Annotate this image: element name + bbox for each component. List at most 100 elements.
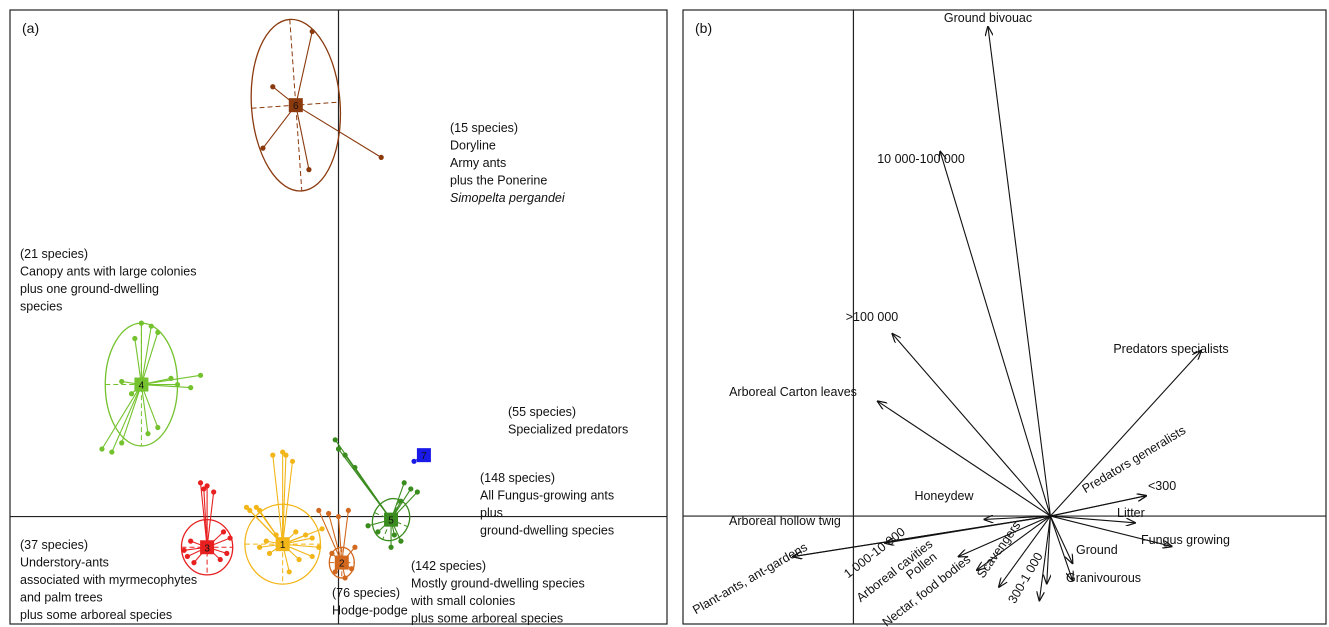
cluster-centroid [134, 377, 149, 392]
cluster-centroid [334, 555, 349, 570]
arrow-label: Arboreal hollow twig [729, 514, 841, 528]
data-point [309, 28, 315, 35]
arrow-line [1049, 515, 1072, 563]
data-point [332, 569, 338, 575]
data-point [352, 464, 358, 471]
data-point [286, 569, 292, 575]
data-point [342, 452, 348, 458]
data-point [191, 560, 197, 566]
arrow-line [1047, 516, 1051, 583]
data-point [335, 446, 342, 452]
cluster-5: 5 [332, 437, 420, 550]
cluster-annotation-line: (148 species) [480, 471, 555, 485]
cluster-6: 6 [250, 18, 384, 192]
cluster-link [354, 467, 392, 520]
data-point [375, 529, 381, 535]
data-point [188, 538, 194, 544]
cluster-link [272, 455, 284, 545]
data-point [247, 507, 253, 514]
cluster-annotation-line: Hodge-podge [332, 604, 408, 618]
cluster-annotation-line: Canopy ants with large colonies [20, 265, 197, 279]
data-point [197, 480, 204, 486]
cluster-link [140, 384, 159, 428]
data-point [270, 452, 276, 458]
arrow-line [988, 27, 1051, 517]
data-point [174, 381, 181, 388]
cluster-link [282, 461, 294, 545]
cluster-7: 7 [411, 448, 431, 464]
cluster-annotation-line: Doryline [450, 139, 496, 153]
arrow-label: <300 [1148, 479, 1176, 493]
cluster-link [101, 384, 142, 450]
loading-arrow: Granivourous [1049, 515, 1141, 585]
data-point [273, 532, 279, 538]
data-point [316, 544, 322, 550]
loading-arrow: >100 000 [846, 310, 1051, 517]
data-point [316, 507, 322, 514]
data-point [414, 489, 420, 495]
data-point [309, 553, 315, 560]
panel-a: (a) 1 2 3 4 5 6 7 (76 species) Hodge-podge (142 … [9, 9, 668, 626]
cluster-annotation-line: associated with myrmecophytes [20, 573, 197, 587]
cluster-annotation-line: All Fungus-growing ants [480, 489, 614, 503]
cluster-link [282, 455, 287, 545]
data-point [188, 385, 194, 391]
loading-arrow: Litter [1050, 506, 1145, 523]
arrow-label: Arboreal Carton leaves [729, 385, 857, 399]
data-point [411, 458, 417, 464]
data-point [181, 547, 187, 553]
cluster-2: 2 [316, 507, 358, 581]
arrow-line [984, 516, 1051, 519]
cluster-link [140, 326, 152, 385]
arrow-line [878, 401, 1051, 517]
loading-arrow: Ground [1049, 515, 1118, 563]
arrow-label: Ground [1076, 543, 1118, 557]
data-point [408, 486, 414, 492]
loading-arrow: <300 [1050, 479, 1176, 517]
loading-arrow: Predators specialists [1050, 342, 1229, 517]
cluster-number: 1 [280, 540, 286, 551]
cluster-centroid [200, 540, 215, 555]
data-point [155, 424, 161, 431]
cluster-3: 3 [180, 480, 234, 576]
data-point [365, 523, 371, 529]
arrow-line [940, 152, 1051, 517]
cluster-annotation-line: and palm trees [20, 591, 103, 605]
data-point [326, 510, 332, 517]
arrow-line [1039, 515, 1051, 600]
cluster-annotation-line: plus one ground-dwelling [20, 282, 159, 296]
arrow-label: Ground bivouac [944, 11, 1032, 25]
loading-arrow: Arboreal Carton leaves [729, 385, 1051, 517]
cluster-link [328, 513, 343, 563]
data-point [257, 507, 263, 514]
cluster-link [134, 338, 142, 385]
data-point [197, 372, 204, 378]
cluster-annotation-line: ground-dwelling species [480, 524, 614, 538]
data-point [398, 498, 404, 504]
data-point [224, 550, 230, 556]
data-point [329, 550, 335, 556]
cluster-link [140, 332, 159, 385]
cluster-link [141, 383, 191, 389]
cluster-annotation-line: plus [480, 506, 503, 520]
ellipse-axis-line [382, 499, 400, 540]
cluster-link [337, 516, 343, 563]
cluster-annotation-line: Understory-ants [20, 556, 109, 570]
cluster-link [318, 510, 343, 563]
cluster-annotation-line: Mostly ground-dwelling species [411, 577, 585, 591]
cluster-annotation-line: (142 species) [411, 559, 486, 573]
data-point [263, 538, 269, 544]
data-point [260, 145, 266, 151]
data-point [280, 449, 286, 455]
arrow-line [1050, 351, 1201, 517]
data-point [345, 507, 351, 514]
loading-arrow: 10 000-100 000 [877, 152, 1051, 517]
data-point [227, 535, 233, 541]
cluster-link [262, 104, 297, 149]
loading-arrow: Plant-ants, ant-gardens [690, 515, 1051, 617]
cluster-link [121, 384, 142, 444]
data-point [309, 535, 315, 541]
cluster-annotation-line: plus the Ponerine [450, 174, 547, 188]
data-point [132, 335, 138, 342]
loading-arrow: Predators generalists [1050, 423, 1188, 517]
